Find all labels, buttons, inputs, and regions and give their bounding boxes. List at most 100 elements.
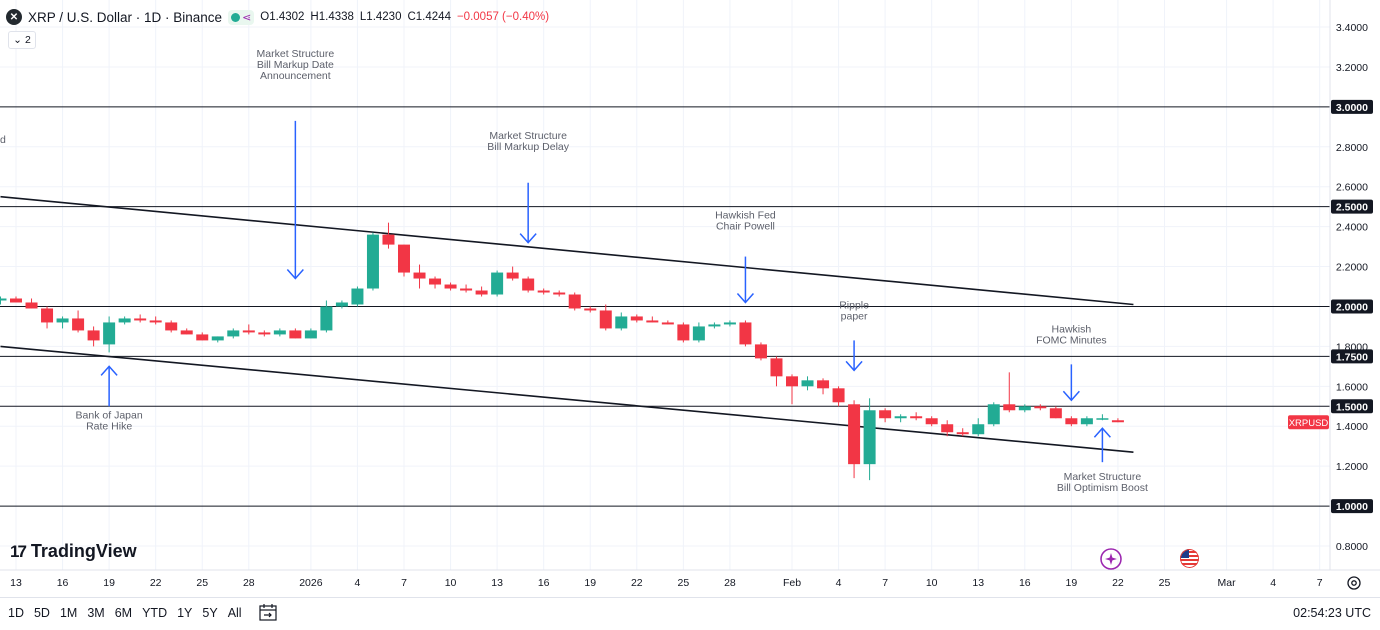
status-pill[interactable]: ⋖ <box>228 9 255 25</box>
level-price-badge <box>1331 99 1373 114</box>
candle-body <box>227 330 240 337</box>
time-tick-label: 4 <box>355 577 361 589</box>
level-price-label: 1.7500 <box>1336 351 1368 363</box>
candle-body <box>1049 408 1062 419</box>
annotation-arrow-head <box>736 292 755 304</box>
level-price-badge <box>1331 199 1373 214</box>
time-tick-label: Mar <box>1218 577 1237 589</box>
candle-body <box>258 332 271 335</box>
range-ytd[interactable]: YTD <box>142 606 168 620</box>
annotation-label: Market Structure <box>257 48 335 60</box>
candle-body <box>754 344 767 359</box>
range-3m[interactable]: 3M <box>87 606 105 620</box>
candle-body <box>848 404 861 465</box>
candle-body <box>382 234 395 245</box>
time-tick-label: 28 <box>243 577 255 589</box>
candle-body <box>568 294 581 309</box>
price-tick-label: 2.6000 <box>1336 182 1368 194</box>
annotation-arrow-head <box>1093 427 1111 438</box>
candle-body <box>289 330 302 339</box>
range-1y[interactable]: 1Y <box>177 606 193 620</box>
level-price-badge <box>1331 299 1373 314</box>
candle-body <box>429 278 442 285</box>
time-tick-label: 10 <box>926 577 938 589</box>
time-tick-label: 13 <box>972 577 984 589</box>
share-icon: ⋖ <box>242 11 252 24</box>
candle-body <box>553 292 566 295</box>
axis-settings-icon[interactable] <box>1346 575 1362 591</box>
candle-body <box>584 308 597 311</box>
trendline <box>0 195 1134 306</box>
level-price-label: 2.5000 <box>1336 202 1368 214</box>
ohlc-change: −0.0057 (−0.40%) <box>456 11 550 23</box>
candle-body <box>956 432 969 435</box>
price-tick-label: 3.2000 <box>1336 62 1368 74</box>
range-1d[interactable]: 1D <box>8 606 24 620</box>
time-tick-label: 4 <box>1270 577 1276 589</box>
ohlc-values: O1.4302 H1.4338 L1.4230 C1.4244 −0.0057 … <box>260 11 549 23</box>
candle-body <box>786 376 798 387</box>
price-tick-label: 3.4000 <box>1336 22 1368 34</box>
candle-body <box>599 310 612 329</box>
indicators-toggle[interactable]: ⌄ 2 <box>8 31 36 49</box>
candle-body <box>941 424 954 433</box>
symbol-price-tag <box>1288 415 1329 430</box>
price-tick-label: 2.8000 <box>1336 142 1368 154</box>
annotation-arrow-head <box>1062 390 1080 402</box>
range-5y[interactable]: 5Y <box>202 606 218 620</box>
candle-body <box>894 416 907 419</box>
utc-clock[interactable]: 02:54:23 UTC <box>1293 606 1371 620</box>
candle-body <box>987 404 1000 425</box>
candle-body <box>87 330 100 341</box>
time-tick-label: 16 <box>1019 577 1031 589</box>
time-tick-label: 7 <box>882 577 888 589</box>
tradingview-logo: 17 TradingView <box>10 541 137 562</box>
time-tick-label: 25 <box>1159 577 1171 589</box>
candle-body <box>304 330 317 339</box>
candle-body <box>677 324 690 341</box>
annotation-label: Bill Optimism Boost <box>1057 482 1148 494</box>
range-1m[interactable]: 1M <box>59 606 78 620</box>
tradingview-mark-icon: 17 <box>10 541 27 561</box>
candle-body <box>444 284 457 289</box>
spark-icon[interactable] <box>1100 548 1122 570</box>
candle-body <box>708 324 721 327</box>
candle-body <box>972 424 985 435</box>
candle-body <box>879 410 892 419</box>
candle-body <box>25 302 38 309</box>
annotation-label: Market Structure <box>489 130 567 142</box>
candle-body <box>335 302 348 307</box>
chevron-down-icon: ⌄ <box>13 34 22 46</box>
annotation-arrow-head <box>845 360 863 372</box>
candle-body <box>910 416 923 419</box>
xrp-logo-icon: ✕ <box>6 9 22 25</box>
ohlc-low: L1.4230 <box>359 11 402 23</box>
ohlc-open: O1.4302 <box>260 11 305 23</box>
time-tick-label: 22 <box>631 577 643 589</box>
annotation-label: paper <box>841 310 868 322</box>
candle-body <box>506 272 519 279</box>
time-tick-label: 16 <box>538 577 550 589</box>
annotation-label: Hawkish Fed <box>715 210 776 222</box>
symbol-title[interactable]: XRP / U.S. Dollar · 1D · Binance <box>28 9 223 25</box>
range-5d[interactable]: 5D <box>33 606 50 620</box>
annotation-arrow-head <box>286 269 304 280</box>
us-flag-icon[interactable] <box>1180 549 1199 568</box>
range-all[interactable]: All <box>227 606 242 620</box>
price-tick-label: 0.8000 <box>1336 541 1368 553</box>
bottom-toolbar: 1D 5D 1M 3M 6M YTD 1Y 5Y All 02:54:23 UT… <box>0 597 1380 630</box>
price-tick-label: 1.4000 <box>1336 421 1368 433</box>
goto-date-icon[interactable] <box>259 604 277 621</box>
time-tick-label: 7 <box>1317 577 1323 589</box>
candle-body <box>134 318 147 321</box>
range-6m[interactable]: 6M <box>114 606 133 620</box>
candle-body <box>398 244 410 273</box>
annotation-label: Ripple <box>839 299 869 311</box>
candle-body <box>925 418 938 425</box>
level-price-badge <box>1331 499 1373 514</box>
candle-body <box>801 380 814 387</box>
annotation-label: Bill Markup Date <box>257 59 334 71</box>
time-tick-label: 19 <box>584 577 596 589</box>
candle-body <box>475 290 488 295</box>
